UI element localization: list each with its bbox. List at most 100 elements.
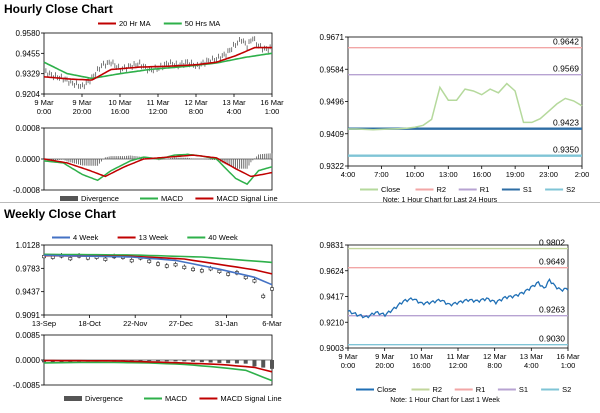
section-divider <box>0 202 600 203</box>
hourly-macd-legend-label: Divergence <box>81 194 119 203</box>
plot-frame <box>347 36 583 167</box>
weekly-price-x-tick-label: 6-Mar <box>262 319 282 328</box>
divergence-bar <box>182 360 187 362</box>
hourly-price-x-tick-label: 1:00 <box>265 107 280 116</box>
weekly-levels-x-tick-label: 20:00 <box>375 361 394 370</box>
weekly-candle-body <box>243 275 248 280</box>
weekly-levels-y-tick-label: 0.9417 <box>320 293 345 302</box>
weekly-levels-y-tick-label: 0.9003 <box>320 344 345 353</box>
hourly-levels-x-tick-label: 19:00 <box>506 170 525 179</box>
hourly-levels-x-tick-label: 7:00 <box>374 170 389 179</box>
divergence-bar <box>217 360 222 363</box>
weekly-candle-body <box>103 257 108 261</box>
weekly-price-y-tick-label: 0.9091 <box>16 311 41 320</box>
weekly-levels-x-tick-label: 12:00 <box>449 361 468 370</box>
level-label-r2: 0.9642 <box>553 37 579 47</box>
weekly-levels-y-tick-label: 0.9831 <box>320 241 345 250</box>
ma20-line <box>43 46 272 81</box>
divergence-bar <box>138 360 143 362</box>
weekly-candle-body <box>68 257 73 261</box>
hourly-price-x-tick-label: 8:00 <box>189 107 204 116</box>
weekly-levels-legend-label: R2 <box>433 385 443 394</box>
divergence-bar <box>191 360 196 362</box>
hourly-price-y-tick-label: 0.9455 <box>16 49 41 58</box>
weekly-price-legend-label: 4 Week <box>73 233 99 242</box>
hourly-levels-x-tick-label: 10:00 <box>405 170 424 179</box>
weekly-candle-body <box>156 262 160 266</box>
weekly-levels-legend-label: R1 <box>476 385 486 394</box>
divergence-bar <box>164 360 169 362</box>
hourly-price-x-tick-label: 0:00 <box>37 107 52 116</box>
weekly-macd-legend-label: MACD Signal Line <box>220 394 281 403</box>
weekly-price-y-tick-label: 0.9783 <box>16 264 41 273</box>
weekly-price-x-tick-label: 27-Dec <box>169 319 193 328</box>
macd-line <box>43 153 273 186</box>
hourly-levels-legend-label: S1 <box>523 185 532 194</box>
weekly-price-chart: 4 Week 13 Week 40 Week 1.0128 0.9783 0.9437 0.… <box>16 233 283 328</box>
plot-frame <box>43 244 273 316</box>
hourly-levels-x-tick-label: 13:00 <box>439 170 458 179</box>
hourly-levels-y-tick-label: 0.9409 <box>320 130 345 139</box>
weekly-levels-x-tick-label: 10 Mar <box>410 352 434 361</box>
hourly-levels-x-tick-label: 23:00 <box>539 170 558 179</box>
weekly-candle-body <box>147 259 152 263</box>
signal-line <box>44 359 273 373</box>
ma50-line <box>43 52 273 80</box>
hourly-levels-x-tick-label: 4:00 <box>341 170 356 179</box>
weekly-levels-x-tick-label: 1:00 <box>561 361 576 370</box>
weekly-levels-x-tick-label: 4:00 <box>524 361 539 370</box>
hourly-price-chart: 20 Hr MA 50 Hrs MA 0.9580 0.9455 0.9329 0.920… <box>16 19 285 116</box>
divergence-bar <box>173 360 178 362</box>
weekly-levels-y-tick-label: 0.9624 <box>320 267 345 276</box>
hourly-price-x-tick-label: 12:00 <box>149 107 168 116</box>
weekly-levels-x-tick-label: 11 Mar <box>447 352 470 361</box>
weekly-macd-y-tick-label: 0.0085 <box>16 331 41 340</box>
hourly-levels-x-tick-label: 16:00 <box>472 170 491 179</box>
hourly-levels-y-tick-label: 0.9671 <box>320 33 345 42</box>
hourly-price-x-tick-label: 12 Mar <box>184 98 208 107</box>
level-label-s1: 0.9423 <box>553 118 579 128</box>
hourly-price-y-tick-label: 0.9580 <box>16 29 41 38</box>
divergence-bar <box>234 360 239 364</box>
hourly-levels-x-tick-label: 2:00 <box>575 170 590 179</box>
level-label-s2: 0.9030 <box>539 334 565 344</box>
weekly-candle-body <box>270 287 274 291</box>
weekly-price-x-tick-label: 22-Nov <box>123 319 147 328</box>
divergence-bar <box>252 360 257 367</box>
weekly-levels-x-tick-label: 13 Mar <box>520 352 544 361</box>
weekly-price-x-tick-label: 13-Sep <box>32 319 56 328</box>
hourly-macd-y-tick-label: 0.0000 <box>16 155 41 164</box>
hourly-price-x-tick-label: 16:00 <box>111 107 130 116</box>
hourly-levels-legend-label: S2 <box>566 185 575 194</box>
weekly-levels-legend-label: S2 <box>562 385 571 394</box>
weekly-candle-body <box>191 267 195 271</box>
hourly-price-x-tick-label: 20:00 <box>73 107 92 116</box>
ma40-line <box>43 253 273 264</box>
divergence-bar <box>156 360 160 362</box>
weekly-levels-x-tick-label: 9 Mar <box>375 352 395 361</box>
divergence-bar <box>199 360 204 363</box>
level-label-s1: 0.9263 <box>539 305 565 315</box>
weekly-price-y-tick-label: 1.0128 <box>16 241 41 250</box>
weekly-candle-body <box>252 279 257 283</box>
divergence-bar <box>208 360 213 363</box>
weekly-candle-body <box>226 272 231 276</box>
weekly-candle-body <box>173 263 178 267</box>
hourly-price-x-tick-label: 13 Mar <box>222 98 246 107</box>
divergence-bar <box>261 360 266 368</box>
hourly-levels-note: Note: 1 Hour Chart for Last 24 Hours <box>383 197 498 204</box>
divergence-bar <box>226 360 231 364</box>
weekly-macd-chart: 0.0085 0.0000 -0.0085 Divergence MACD MACD Si… <box>13 331 282 403</box>
close-line <box>348 82 583 131</box>
level-label-r2: 0.9802 <box>539 238 565 248</box>
plot-frame <box>347 244 569 349</box>
weekly-candle-body <box>85 256 90 260</box>
weekly-candle-body <box>182 265 187 269</box>
weekly-levels-legend-label: S1 <box>519 385 528 394</box>
weekly-levels-x-tick-label: 12 Mar <box>483 352 507 361</box>
signal-line <box>43 154 273 178</box>
hourly-levels-y-tick-label: 0.9496 <box>320 98 345 107</box>
weekly-levels-x-tick-label: 9 Mar <box>338 352 358 361</box>
